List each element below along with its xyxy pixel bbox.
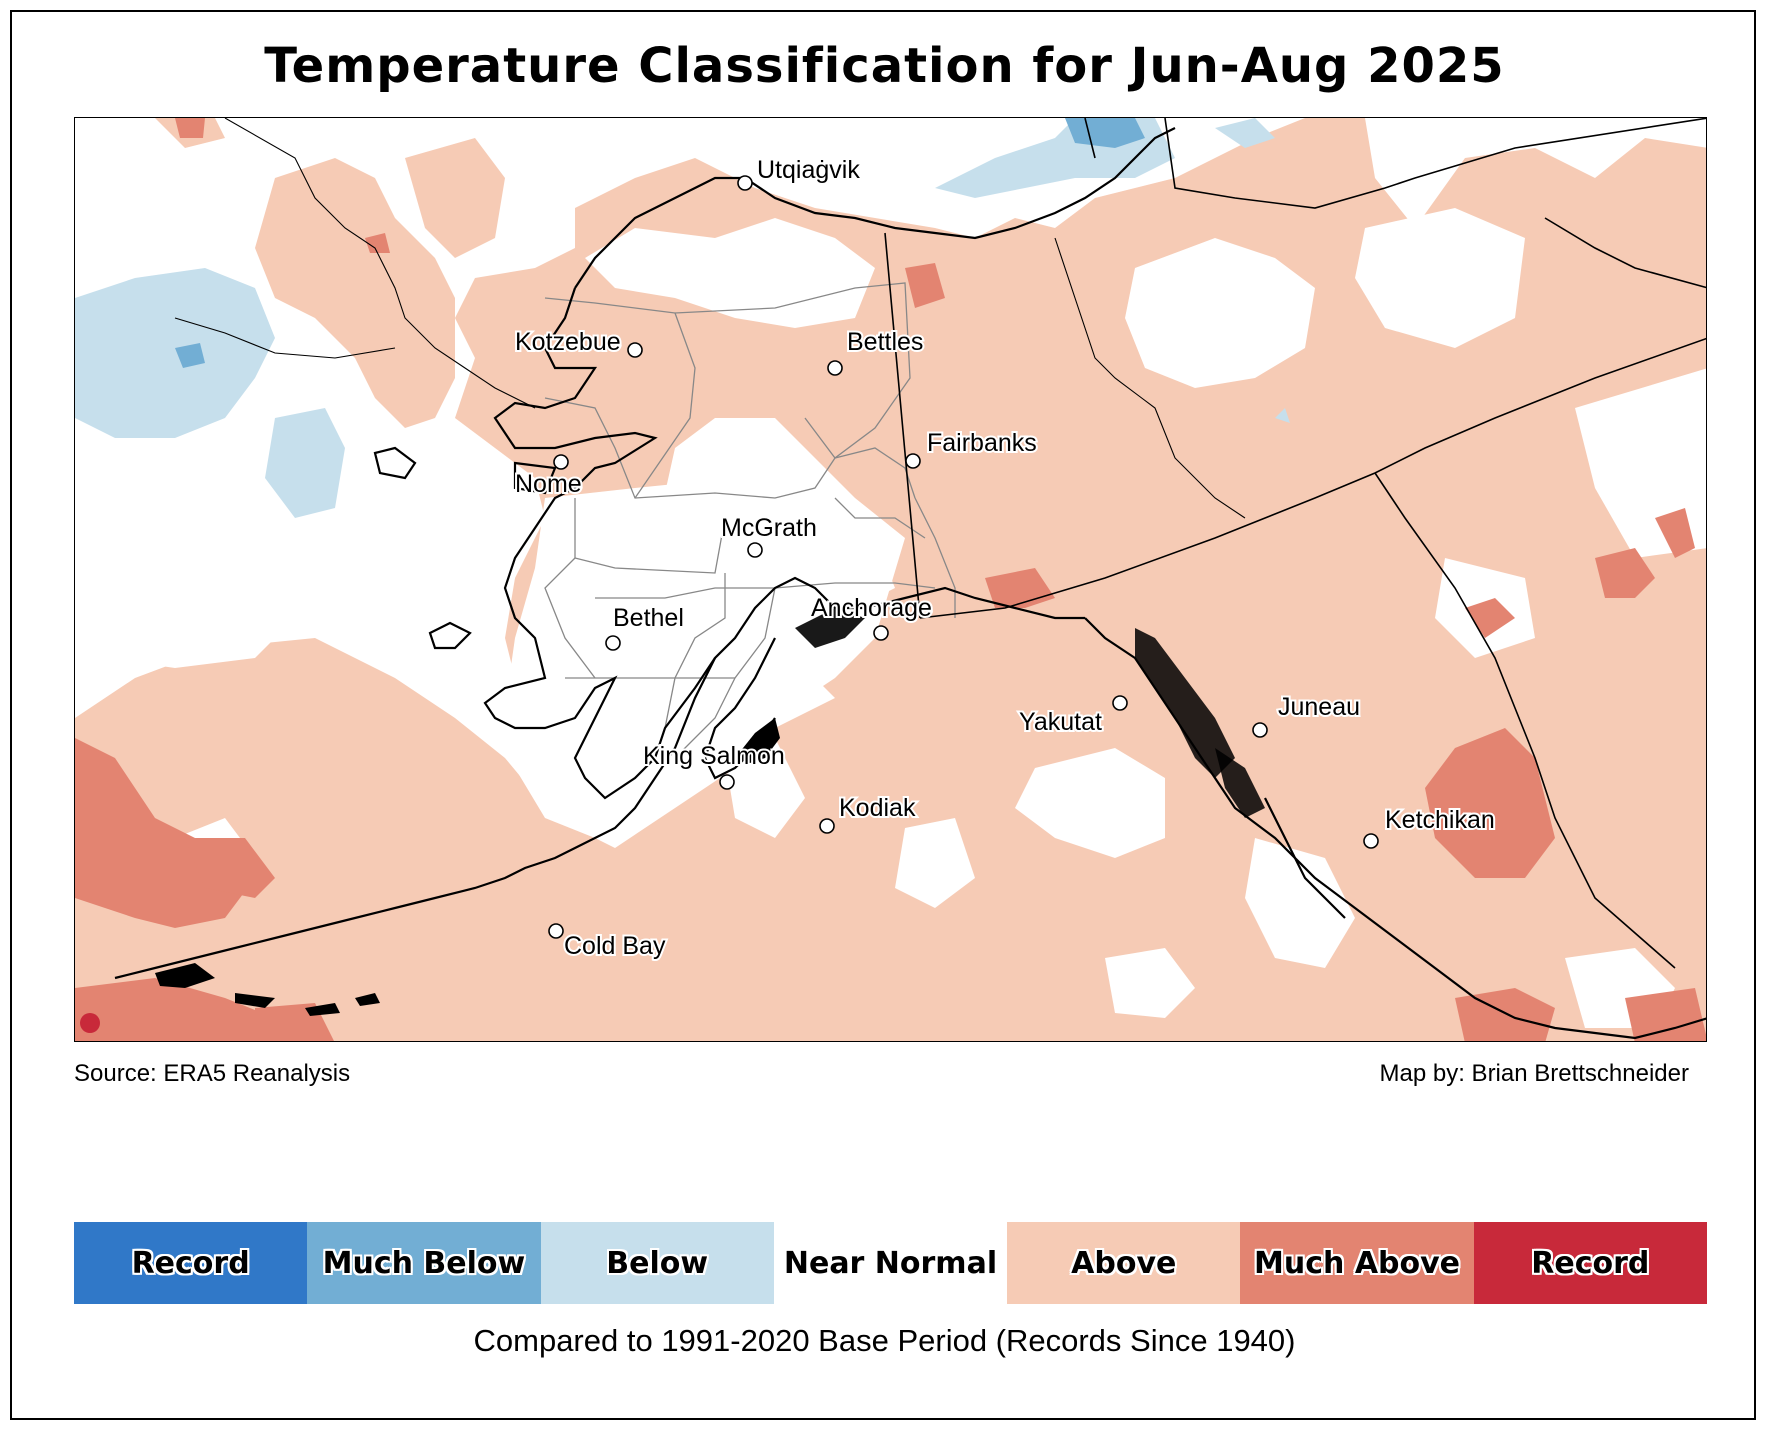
city-dot <box>548 923 564 939</box>
record-high-regions <box>80 1013 100 1033</box>
city-label: McGrath <box>721 514 817 542</box>
map-canvas: Utqiaġvik Kotzebue Bettles Fairbanks Nom… <box>75 118 1706 1041</box>
legend-below: Below <box>540 1222 774 1304</box>
city-dot <box>737 175 753 191</box>
city-label: Ketchikan <box>1385 806 1495 834</box>
city-dot <box>1363 833 1379 849</box>
city-nome: Nome <box>513 454 584 500</box>
city-ketchikan: Ketchikan <box>1363 804 1497 849</box>
map-title: Temperature Classification for Jun-Aug 2… <box>264 38 1505 94</box>
city-dot <box>819 818 835 834</box>
city-bettles: Bettles <box>827 326 925 376</box>
city-dot <box>873 625 889 641</box>
city-bethel: Bethel <box>605 602 686 651</box>
border-lines <box>884 118 1706 969</box>
source-caption: Source: ERA5 Reanalysis <box>74 1060 351 1087</box>
city-cold-bay: Cold Bay <box>548 923 668 962</box>
city-markers: Utqiaġvik Kotzebue Bettles Fairbanks Nom… <box>513 154 1497 962</box>
city-dot <box>1112 695 1128 711</box>
city-utqiagvik: Utqiaġvik <box>737 154 862 191</box>
city-juneau: Juneau <box>1252 691 1362 738</box>
city-dot <box>605 635 621 651</box>
city-dot <box>905 453 921 469</box>
city-king-salmon: King Salmon <box>641 740 787 790</box>
city-dot <box>827 360 843 376</box>
islands <box>155 608 1265 1016</box>
city-dot <box>553 454 569 470</box>
city-fairbanks: Fairbanks <box>905 427 1039 469</box>
city-yakutat: Yakutat <box>1017 695 1128 738</box>
much-below-regions <box>175 118 1145 368</box>
city-label: Kotzebue <box>515 328 621 356</box>
base-period-note: Compared to 1991-2020 Base Period (Recor… <box>473 1323 1296 1358</box>
city-dot <box>627 342 643 358</box>
city-label: Cold Bay <box>564 932 666 960</box>
russia-boundaries <box>174 118 1246 519</box>
city-label: Anchorage <box>811 594 932 622</box>
legend-bar: Record Much Below Below Near Normal Abov… <box>74 1222 1707 1304</box>
city-dot <box>719 774 735 790</box>
city-label: Bettles <box>847 328 923 356</box>
city-label: Juneau <box>1278 693 1360 721</box>
legend-above: Above <box>1007 1222 1241 1304</box>
city-label: Bethel <box>613 604 684 632</box>
city-kotzebue: Kotzebue <box>513 326 643 358</box>
city-label: Nome <box>515 470 582 498</box>
legend-much-below: Much Below <box>307 1222 541 1304</box>
city-label: Fairbanks <box>927 429 1037 457</box>
legend-near-normal: Near Normal <box>773 1222 1008 1304</box>
much-above-regions <box>75 118 1706 1041</box>
city-label: Yakutat <box>1019 708 1102 736</box>
temperature-map: Utqiaġvik Kotzebue Bettles Fairbanks Nom… <box>74 117 1707 1042</box>
city-dot <box>747 542 763 558</box>
city-kodiak: Kodiak <box>819 792 918 834</box>
city-anchorage: Anchorage <box>809 592 934 641</box>
credit-caption: Map by: Brian Brettschneider <box>1379 1060 1689 1087</box>
city-dot <box>1252 722 1268 738</box>
legend-record-high: Record <box>1473 1222 1707 1304</box>
city-mcgrath: McGrath <box>719 512 819 558</box>
city-label: Utqiaġvik <box>757 156 860 184</box>
legend-much-above: Much Above <box>1240 1222 1474 1304</box>
city-label: King Salmon <box>643 742 785 770</box>
legend-record-low: Record <box>74 1222 308 1304</box>
city-label: Kodiak <box>839 794 916 822</box>
